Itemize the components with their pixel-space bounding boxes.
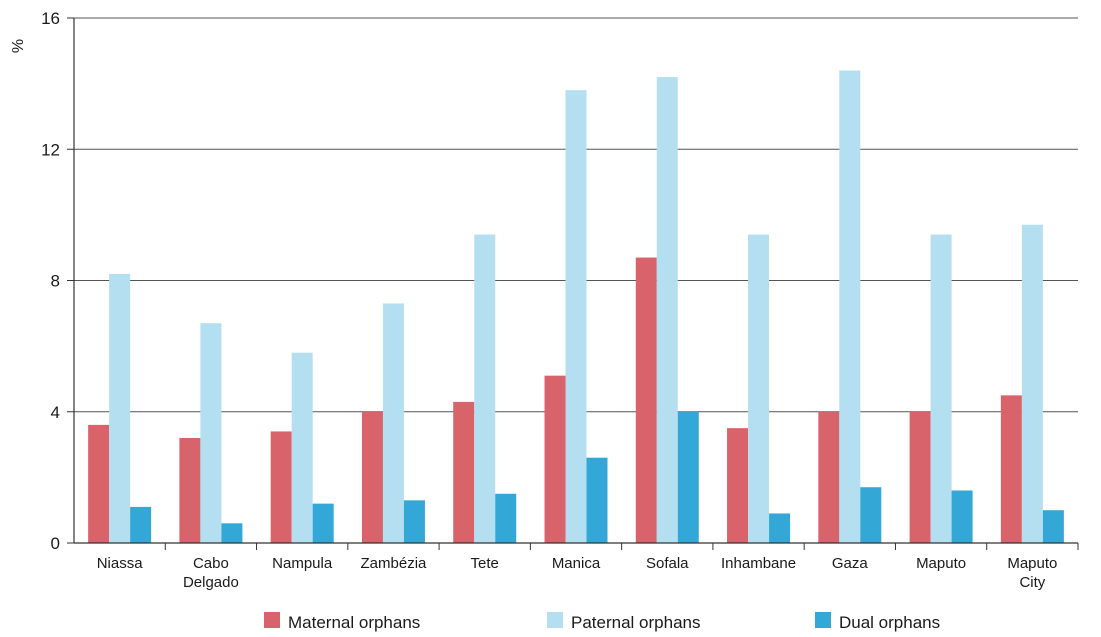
legend-label: Maternal orphans (288, 613, 420, 632)
bar (565, 90, 587, 543)
x-category-label: Niassa (97, 555, 144, 572)
legend-label: Dual orphans (839, 613, 940, 632)
y-tick-label: 0 (51, 534, 60, 553)
legend: Maternal orphans Paternal orphans Dual orp… (264, 612, 940, 632)
x-category-label: Manica (552, 555, 601, 572)
x-category-label-line: Cabo (193, 555, 229, 572)
legend-label: Paternal orphans (571, 613, 700, 632)
bar (1021, 224, 1043, 543)
axes (67, 17, 1079, 550)
bar (677, 411, 699, 543)
x-category-label-line: Sofala (646, 555, 689, 572)
bar (312, 503, 334, 543)
x-category-label: Gaza (832, 555, 869, 572)
bar (382, 303, 404, 543)
bar (270, 431, 292, 543)
bar (930, 234, 952, 543)
x-category-label: Tete (471, 555, 499, 572)
x-category-label-line: Inhambane (721, 555, 796, 572)
x-category-label-line: City (1019, 574, 1045, 591)
y-tick-label: 12 (41, 140, 60, 159)
x-category-label-line: Maputo (1007, 555, 1057, 572)
bar (586, 457, 608, 543)
bar (1000, 395, 1022, 543)
x-category-label: Maputo (916, 555, 966, 572)
legend-swatch (264, 612, 280, 628)
y-tick-label: 16 (41, 9, 60, 28)
y-tick-labels: 0 4 8 12 16 (41, 9, 60, 553)
x-category-labels: Niassa Cabo Delgado Nampula Zambézia Tete Mani… (97, 555, 1058, 591)
x-category-label-line: Gaza (832, 555, 869, 572)
x-category-label-line: Maputo (916, 555, 966, 572)
x-category-label: Nampula (272, 555, 333, 572)
x-category-label-line: Delgado (183, 574, 239, 591)
legend-swatch (815, 612, 831, 628)
bar (474, 234, 496, 543)
x-category-label-line: Niassa (97, 555, 144, 572)
x-category-label-line: Nampula (272, 555, 333, 572)
bar (130, 506, 152, 543)
bar (221, 523, 243, 543)
x-category-label-line: Zambézia (361, 555, 428, 572)
bar (291, 352, 313, 543)
bar (818, 411, 840, 543)
bar (109, 273, 131, 543)
x-category-label: Sofala (646, 555, 689, 572)
x-category-label: Maputo City (1007, 555, 1057, 591)
bar (656, 77, 678, 543)
x-category-label: Inhambane (721, 555, 796, 572)
x-category-label: Cabo Delgado (183, 555, 239, 591)
bar (951, 490, 973, 543)
bar (88, 424, 110, 543)
x-category-label-line: Tete (471, 555, 499, 572)
bar (200, 323, 222, 543)
bar (909, 411, 931, 543)
x-category-label-line: Manica (552, 555, 601, 572)
bar (839, 70, 861, 543)
bar (727, 428, 749, 543)
bar (453, 401, 475, 543)
bar (860, 487, 882, 543)
bar (495, 493, 517, 543)
bar (769, 513, 791, 543)
bar (361, 411, 383, 543)
bar (748, 234, 770, 543)
y-tick-label: 8 (51, 272, 60, 291)
legend-swatch (547, 612, 563, 628)
bar (635, 257, 657, 543)
bar (403, 500, 425, 543)
y-axis-label: % (10, 39, 27, 53)
bar (1042, 510, 1064, 543)
x-category-label: Zambézia (361, 555, 428, 572)
bar (544, 375, 566, 543)
y-tick-label: 4 (51, 403, 60, 422)
bar (179, 438, 201, 543)
bars (88, 70, 1064, 543)
